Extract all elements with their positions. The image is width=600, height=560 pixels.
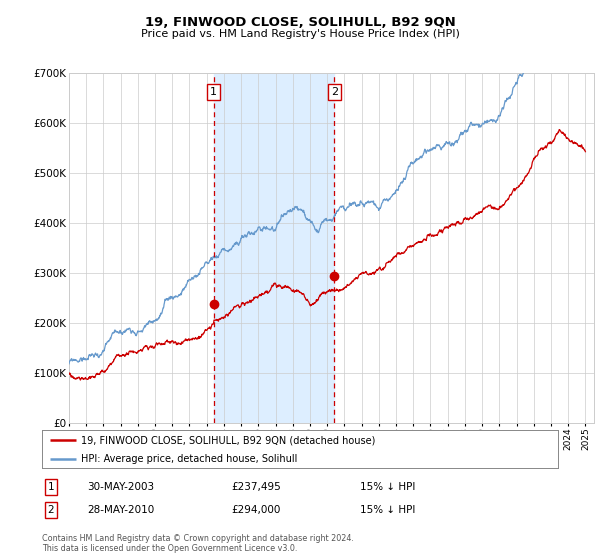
Text: £237,495: £237,495 [231, 482, 281, 492]
Text: 19, FINWOOD CLOSE, SOLIHULL, B92 9QN: 19, FINWOOD CLOSE, SOLIHULL, B92 9QN [145, 16, 455, 29]
Text: 2: 2 [47, 505, 55, 515]
Text: 15% ↓ HPI: 15% ↓ HPI [360, 482, 415, 492]
Text: 19, FINWOOD CLOSE, SOLIHULL, B92 9QN (detached house): 19, FINWOOD CLOSE, SOLIHULL, B92 9QN (de… [80, 435, 375, 445]
Text: This data is licensed under the Open Government Licence v3.0.: This data is licensed under the Open Gov… [42, 544, 298, 553]
Text: HPI: Average price, detached house, Solihull: HPI: Average price, detached house, Soli… [80, 454, 297, 464]
Bar [214, 73, 334, 423]
Text: £294,000: £294,000 [231, 505, 280, 515]
Text: 1: 1 [210, 87, 217, 97]
Text: Price paid vs. HM Land Registry's House Price Index (HPI): Price paid vs. HM Land Registry's House … [140, 29, 460, 39]
Text: Contains HM Land Registry data © Crown copyright and database right 2024.: Contains HM Land Registry data © Crown c… [42, 534, 354, 543]
Text: 1: 1 [47, 482, 55, 492]
Text: 28-MAY-2010: 28-MAY-2010 [87, 505, 154, 515]
Text: 2: 2 [331, 87, 338, 97]
Text: 15% ↓ HPI: 15% ↓ HPI [360, 505, 415, 515]
Text: 30-MAY-2003: 30-MAY-2003 [87, 482, 154, 492]
